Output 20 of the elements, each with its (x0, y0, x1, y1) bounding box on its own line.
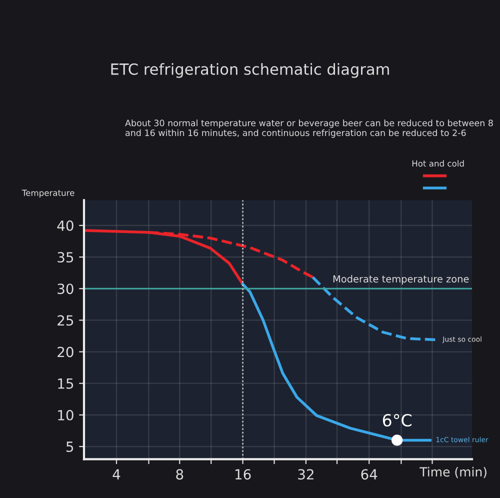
x-tick-label: 16 (235, 469, 251, 480)
y-tick-label: 25 (58, 315, 74, 326)
y-tick-label: 15 (58, 378, 74, 389)
y-tick-label: 20 (58, 346, 74, 358)
y-tick-label: 10 (58, 410, 74, 420)
y-tick-label: 35 (58, 252, 74, 263)
x-tick-label: 64 (361, 469, 378, 480)
y-tick-label: 5 (66, 442, 74, 452)
x-tick-label: 32 (298, 469, 314, 480)
x-tick-label: 4 (112, 469, 120, 480)
y-tick-label: 40 (57, 220, 74, 231)
x-axis-title: Time (min) (420, 466, 486, 478)
legend-title: Hot and cold (412, 160, 464, 167)
chart-subtitle: About 30 normal temperature water or beverage beer can be reduced to between 8 and 16 within 16 minutes, and continuous refrigeration can be reduced to 2-6 (125, 120, 493, 138)
ref-line-label: Moderate temperature zone (333, 275, 469, 284)
y-axis-title: Temperature (22, 190, 74, 198)
annotation: 6°C (382, 414, 412, 427)
chart-title: ETC refrigeration schematic diagram (111, 63, 389, 78)
y-tick-label: 30 (58, 284, 74, 294)
x-tick-label: 8 (176, 469, 184, 480)
